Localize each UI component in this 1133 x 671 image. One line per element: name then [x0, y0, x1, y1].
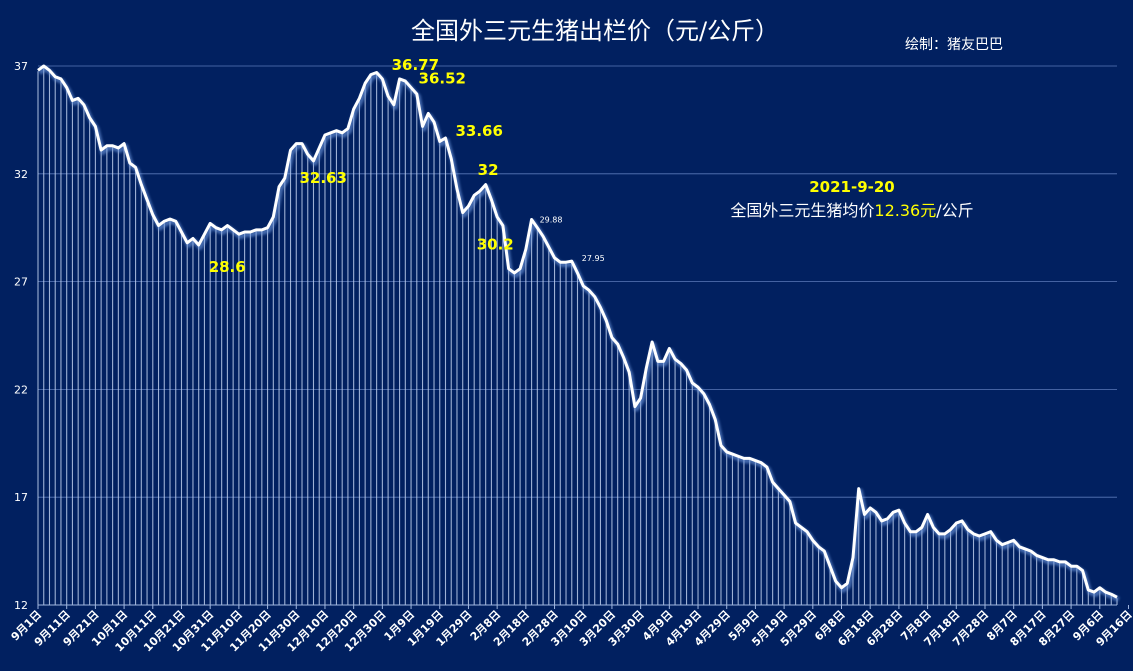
note-text: 全国外三元生猪均价12.36元/公斤 — [730, 201, 973, 220]
credit-label: 绘制：猪友巴巴 — [905, 37, 1003, 53]
data-label: 30.2 — [477, 236, 514, 254]
series-line-shadow — [37, 66, 1120, 602]
data-line — [37, 64, 1120, 602]
data-label: 32.63 — [299, 169, 346, 187]
data-label: 29.88 — [540, 216, 563, 225]
data-bars — [37, 67, 1118, 605]
note-value: 12.36元 — [874, 201, 936, 220]
data-label: 36.52 — [419, 69, 466, 87]
y-tick-label: 27 — [14, 276, 28, 289]
data-label: 28.6 — [209, 258, 246, 276]
note-suffix: /公斤 — [936, 201, 973, 220]
x-axis: 9月1日9月11日9月21日10月1日10月11日10月21日10月31日11月… — [9, 604, 1133, 654]
data-label: 33.66 — [455, 122, 502, 140]
note-date: 2021-9-20 — [809, 178, 895, 196]
y-tick-label: 12 — [14, 599, 28, 612]
data-label: 36.77 — [392, 56, 439, 74]
y-tick-label: 22 — [14, 383, 28, 396]
y-axis: 12 17 22 27 32 37 — [14, 60, 28, 612]
data-label: 32 — [478, 161, 499, 179]
y-tick-label: 37 — [14, 60, 28, 73]
y-tick-label: 32 — [14, 168, 28, 181]
series-line — [37, 64, 1118, 599]
data-label: 27.95 — [582, 254, 605, 263]
note-prefix: 全国外三元生猪均价 — [730, 201, 874, 220]
chart-title: 全国外三元生猪出栏价（元/公斤） — [411, 17, 779, 45]
y-tick-label: 17 — [14, 491, 28, 504]
